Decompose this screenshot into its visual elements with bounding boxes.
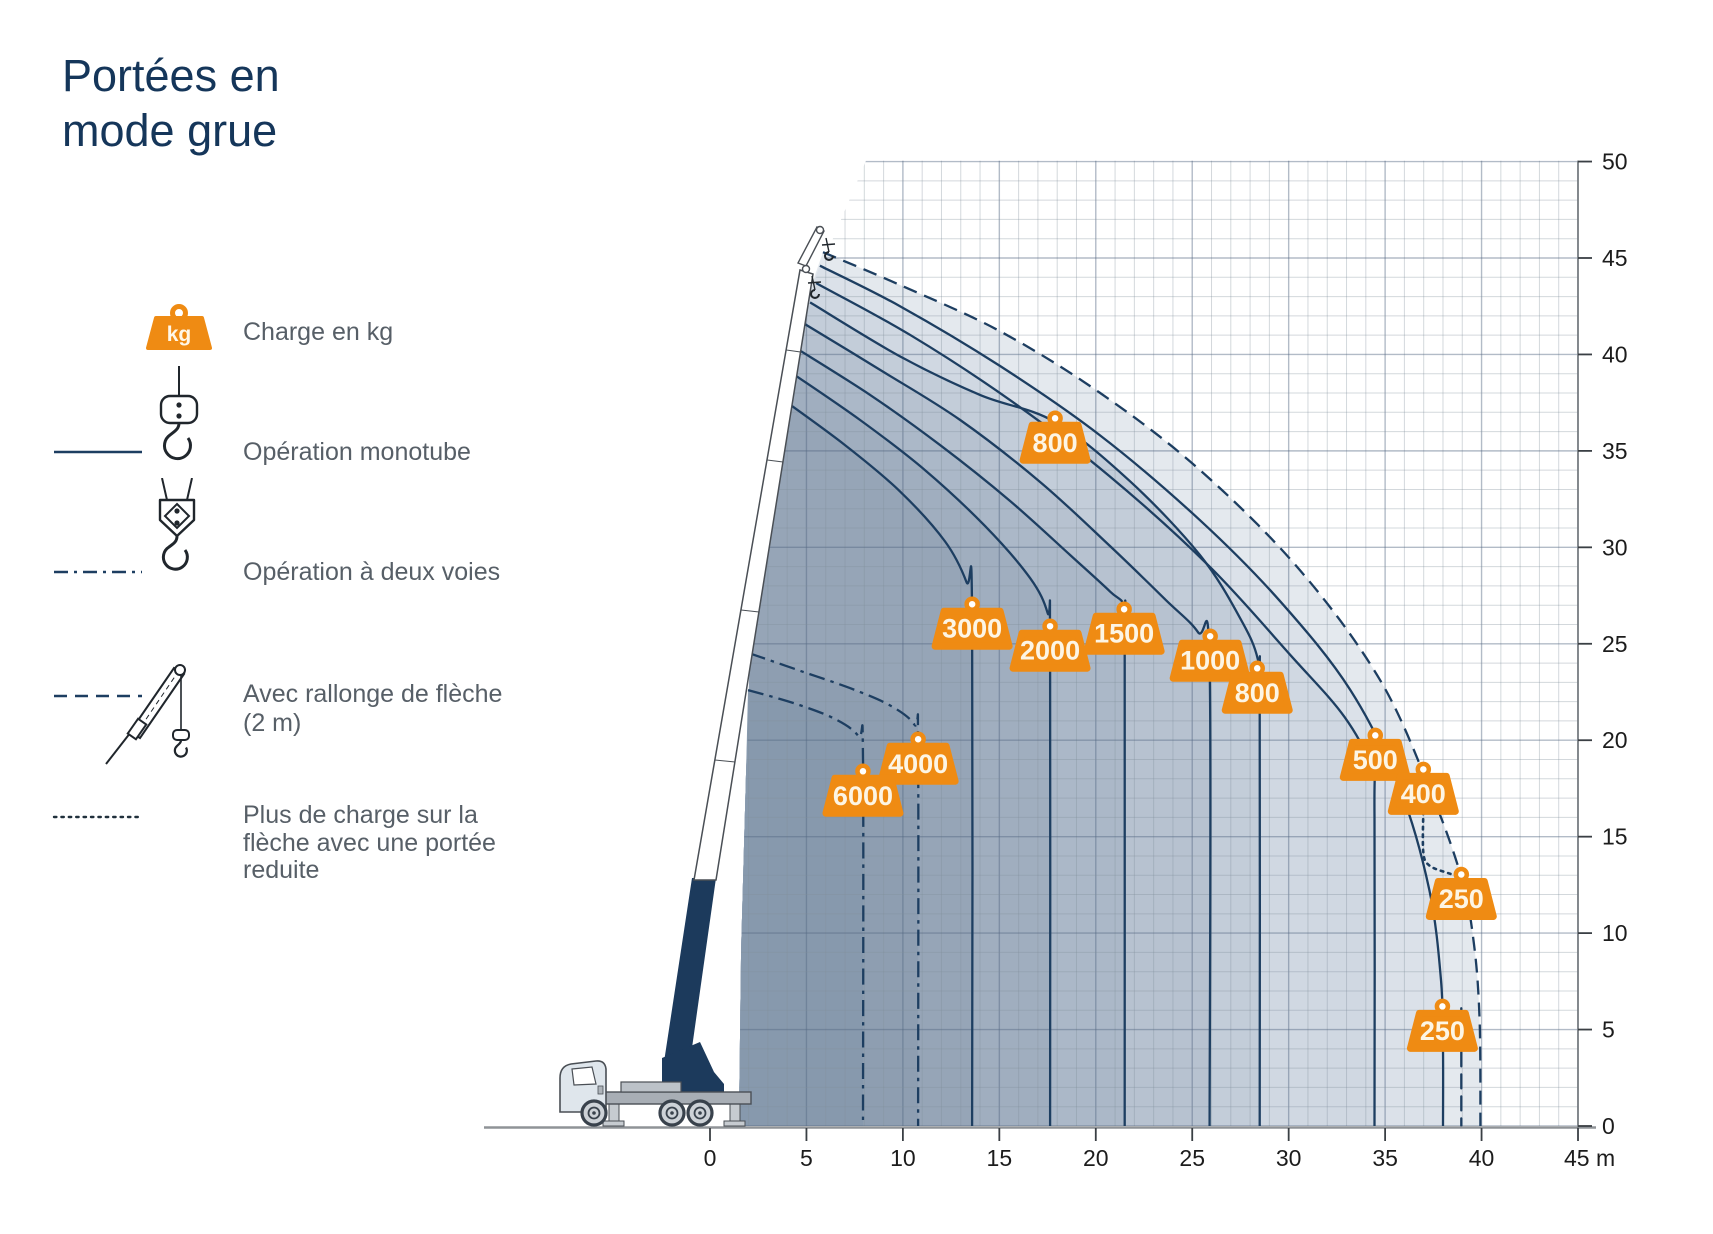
load-label-2000: 2000: [1009, 618, 1091, 672]
curve-2000: [789, 370, 1052, 1127]
weight-kg-icon: kg: [146, 304, 212, 350]
legend-label-rallonge: Avec rallonge de flèche (2 m): [243, 680, 503, 737]
load-label-6000: 6000: [822, 763, 904, 817]
load-label-500: 500: [1339, 727, 1411, 781]
y-tick-label: 45: [1602, 245, 1628, 271]
x-tick-label: 5: [800, 1145, 813, 1171]
legend-label-monotube: Opération monotube: [243, 438, 471, 466]
page-title-line1: Portées en: [62, 50, 280, 101]
legend-label-deux-voies: Opération à deux voies: [243, 558, 501, 586]
svg-text:1500: 1500: [1094, 619, 1154, 649]
curve-3000: [781, 397, 974, 1127]
y-tick-label: 30: [1602, 534, 1628, 560]
dotted-reduced-reach-link: [1421, 810, 1462, 878]
y-tick-label: 0: [1602, 1113, 1615, 1139]
jib-extension-icon: [105, 664, 190, 765]
double-hook-icon: [158, 478, 196, 571]
y-tick-label: 20: [1602, 727, 1628, 753]
y-tick-label: 10: [1602, 920, 1628, 946]
svg-text:400: 400: [1401, 779, 1446, 809]
svg-text:250: 250: [1439, 884, 1484, 914]
curve-1000: [803, 322, 1212, 1127]
svg-text:800: 800: [1033, 428, 1078, 458]
dotted-line-sample: [52, 815, 144, 819]
load-label-250: 250: [1406, 998, 1478, 1052]
svg-text:6000: 6000: [833, 781, 893, 811]
single-hook-icon: [159, 366, 199, 461]
crane-truck-illustration: [559, 225, 836, 1127]
solid-line-sample: [54, 450, 142, 454]
load-label-1500: 1500: [1083, 601, 1165, 655]
legend-label-reduite: Plus de charge sur la flèche avec une po…: [243, 801, 496, 884]
page-title-line2: mode grue: [62, 105, 278, 156]
curve-500: [815, 282, 1376, 1127]
y-tick-label: 25: [1602, 631, 1628, 657]
y-tick-label: 40: [1602, 341, 1628, 367]
load-label-4000: 4000: [877, 731, 959, 785]
y-tick-label: 35: [1602, 438, 1628, 464]
load-label-400: 400: [1387, 761, 1459, 815]
curve-250: [819, 264, 1445, 1127]
svg-text:1000: 1000: [1180, 646, 1240, 676]
weight-kg-icon-text: kg: [167, 323, 192, 346]
curve-1500: [796, 347, 1127, 1127]
load-curves: [747, 251, 1482, 1128]
dashed-line-sample: [54, 694, 142, 698]
load-label-800: 800: [1019, 410, 1091, 464]
svg-text:800: 800: [1235, 678, 1280, 708]
legend-label-charge: Charge en kg: [243, 318, 394, 346]
x-tick-label: 20: [1083, 1145, 1109, 1171]
curve-4000: [749, 652, 920, 1127]
x-tick-label: 10: [890, 1145, 916, 1171]
curve-250-jib: [822, 251, 1482, 1127]
y-tick-label: 5: [1602, 1017, 1615, 1043]
dashdot-line-sample: [54, 570, 142, 574]
x-tick-label: 15: [987, 1145, 1013, 1171]
svg-text:500: 500: [1353, 745, 1398, 775]
load-label-3000: 3000: [931, 596, 1013, 650]
curve-800: [809, 301, 1262, 1127]
curve-6000: [747, 688, 865, 1127]
load-label-250: 250: [1425, 866, 1497, 920]
x-tick-label: 45 m: [1564, 1145, 1615, 1171]
svg-text:4000: 4000: [888, 749, 948, 779]
svg-text:2000: 2000: [1020, 636, 1080, 666]
load-labels: 8003000200015001000800500400250250400060…: [822, 410, 1497, 1052]
x-tick-label: 30: [1276, 1145, 1302, 1171]
x-tick-label: 25: [1179, 1145, 1205, 1171]
x-tick-label: 0: [704, 1145, 717, 1171]
page-title: Portées en mode grue: [62, 48, 280, 158]
x-tick-label: 35: [1372, 1145, 1398, 1171]
load-label-1000: 1000: [1169, 628, 1251, 682]
legend: kg Charge en kg Opération monotube: [0, 0, 502, 900]
svg-text:250: 250: [1420, 1016, 1465, 1046]
axes: 0 5 10 15 20 25 30 35 40 45 m 0 5 10 15 20 25 30 35 40 45 50: [704, 149, 1628, 1171]
load-label-800: 800: [1221, 660, 1293, 714]
y-tick-label: 50: [1602, 149, 1628, 175]
y-tick-label: 15: [1602, 824, 1628, 850]
svg-text:3000: 3000: [942, 614, 1002, 644]
envelope-fill-bands: [738, 252, 1481, 1127]
x-tick-label: 40: [1469, 1145, 1495, 1171]
